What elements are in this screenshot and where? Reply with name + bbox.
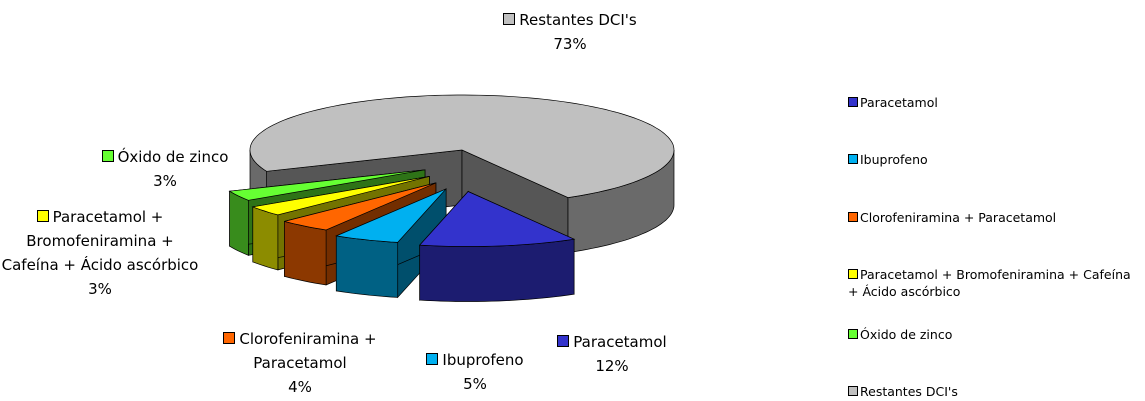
label-name: Restantes DCI's: [480, 8, 660, 32]
legend-entry: Clorofeniramina + Paracetamol: [848, 209, 1138, 226]
label-key: [36, 210, 49, 222]
label-text: Restantes DCI's: [519, 11, 637, 29]
legend-text: Restantes DCI's: [860, 384, 958, 399]
legend-key: [848, 97, 858, 107]
label-text: Paracetamol + Bromofeniramina + Cafeína …: [1, 208, 199, 274]
legend-text: Clorofeniramina + Paracetamol: [860, 210, 1057, 225]
slice-rim: [335, 235, 399, 298]
legend-key: [848, 154, 858, 164]
data-label: Óxido de zinco 3%: [80, 145, 250, 193]
label-key: [557, 335, 570, 347]
legend-text: Paracetamol + Bromofeniramina + Cafeína …: [848, 267, 1131, 299]
legend-entry: Óxido de zinco: [848, 326, 1138, 343]
legend-text: Ibuprofeno: [860, 152, 928, 167]
legend-text: Óxido de zinco: [860, 327, 953, 342]
label-name: Clorofeniramina + Paracetamol: [200, 327, 400, 375]
slice-top: [228, 169, 426, 201]
label-key: [503, 13, 516, 25]
label-percent: 12%: [595, 357, 629, 375]
data-label: Ibuprofeno 5%: [405, 348, 545, 396]
legend-text: Paracetamol: [860, 95, 938, 110]
slice-top: [335, 188, 447, 243]
label-percent: 4%: [288, 378, 312, 396]
legend-key: [848, 212, 858, 222]
slice-top: [249, 94, 675, 198]
slice-top: [284, 182, 437, 231]
data-label: Paracetamol + Bromofeniramina + Cafeína …: [0, 205, 200, 301]
data-label: Restantes DCI's 73%: [480, 8, 660, 56]
slice-top: [418, 191, 576, 247]
pie-slice: [335, 187, 447, 299]
label-name: Paracetamol + Bromofeniramina + Cafeína …: [0, 205, 200, 277]
legend-key: [848, 269, 858, 279]
label-percent: 73%: [553, 35, 587, 53]
label-key: [223, 332, 236, 344]
label-key: [101, 150, 114, 162]
legend-key: [848, 386, 858, 396]
label-text: Óxido de zinco: [117, 148, 229, 166]
legend-key: [848, 329, 858, 339]
label-text: Clorofeniramina + Paracetamol: [239, 330, 377, 372]
legend-entry: Restantes DCI's: [848, 383, 1138, 400]
label-name: Óxido de zinco: [80, 145, 250, 169]
slice-rim: [252, 206, 279, 271]
slice-top: [251, 176, 430, 216]
label-percent: 3%: [153, 172, 177, 190]
legend-entry: Paracetamol: [848, 94, 1138, 111]
data-label: Clorofeniramina + Paracetamol 4%: [200, 327, 400, 399]
label-text: Paracetamol: [573, 333, 667, 351]
slice-rim: [419, 238, 575, 302]
pie-slice: [418, 190, 576, 302]
label-name: Paracetamol: [532, 330, 692, 354]
label-name: Ibuprofeno: [405, 348, 545, 372]
label-key: [426, 353, 439, 365]
label-text: Ibuprofeno: [442, 351, 524, 369]
data-label: Paracetamol 12%: [532, 330, 692, 378]
slice-rim: [229, 190, 249, 256]
label-percent: 5%: [463, 375, 487, 393]
legend-entry: Paracetamol + Bromofeniramina + Cafeína …: [848, 266, 1143, 300]
legend-entry: Ibuprofeno: [848, 151, 1138, 168]
label-percent: 3%: [88, 280, 112, 298]
slice-rim: [284, 220, 327, 286]
